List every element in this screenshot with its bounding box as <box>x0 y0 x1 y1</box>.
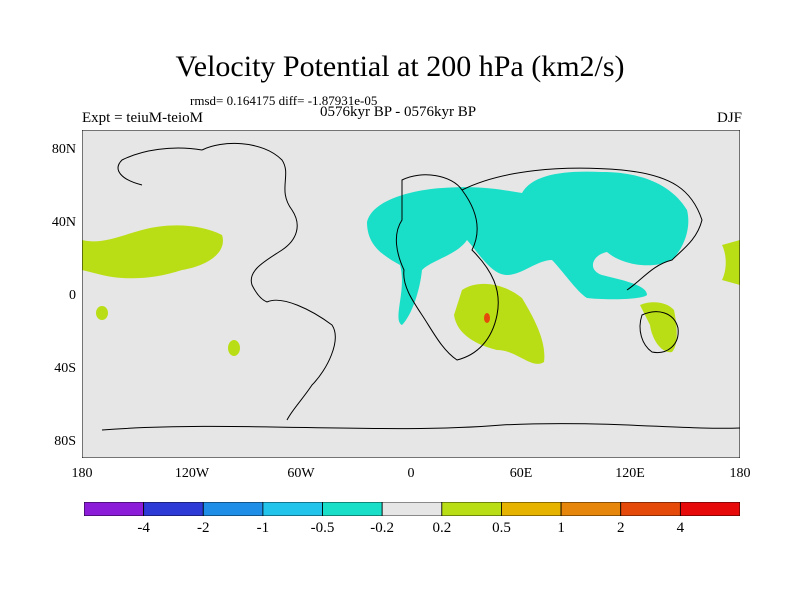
colorbar-label: 0.5 <box>492 520 511 536</box>
ytick-label: 80S <box>54 434 76 449</box>
colorbar-swatch <box>84 502 145 516</box>
colorbar-swatch <box>322 502 383 516</box>
positive-region-africa <box>454 283 545 364</box>
positive-region-pacific <box>82 225 223 279</box>
xtick-label: 60E <box>509 466 533 481</box>
colorbar-swatch <box>679 502 740 516</box>
colorbar-swatch <box>202 502 264 516</box>
colorbar-label: -0.2 <box>370 520 395 536</box>
max-spot-madagascar <box>484 313 490 323</box>
xtick-label: 180 <box>71 466 93 481</box>
season-label: DJF <box>716 110 742 126</box>
colorbar-swatch <box>501 502 562 516</box>
map-plot <box>82 130 740 458</box>
colorbar <box>84 502 740 516</box>
xtick-label: 0 <box>407 466 415 481</box>
stats-text: rmsd= 0.164175 diff= -1.87931e-05 <box>190 93 378 108</box>
colorbar-swatch <box>620 502 681 516</box>
colorbar-label: 2 <box>616 520 625 536</box>
positive-spot-2 <box>228 340 240 356</box>
xtick-label: 120W <box>174 466 210 481</box>
colorbar-label: -0.5 <box>310 520 335 536</box>
xtick-label: 60W <box>287 466 315 481</box>
ytick-label: 80N <box>51 142 76 157</box>
negative-region-eurasia <box>367 171 689 325</box>
colorbar-label: -1 <box>256 520 270 536</box>
coastlines <box>101 142 740 431</box>
colorbar-swatch <box>262 502 323 516</box>
ytick-label: 40S <box>54 361 76 376</box>
positive-spot-1 <box>96 306 108 320</box>
colorbar-label: -4 <box>137 520 150 536</box>
xtick-label: 120E <box>615 466 645 481</box>
experiment-label: Expt = teiuM-teioM <box>82 110 203 126</box>
colorbar-label: 0.2 <box>432 520 452 536</box>
page-title: Velocity Potential at 200 hPa (km2/s) <box>175 50 625 83</box>
period-label: 0576kyr BP - 0576kyr BP <box>320 104 477 120</box>
positive-region-east-pacific <box>722 240 740 285</box>
colorbar-swatch <box>441 502 502 516</box>
colorbar-label: -2 <box>197 520 210 536</box>
colorbar-swatch <box>381 502 443 516</box>
colorbar-label: 4 <box>676 520 685 536</box>
ytick-label: 0 <box>69 288 76 303</box>
xtick-label: 180 <box>729 466 751 481</box>
colorbar-swatch <box>560 502 622 516</box>
colorbar-label: 1 <box>557 520 565 536</box>
ytick-label: 40N <box>51 215 76 230</box>
colorbar-swatch <box>143 502 204 516</box>
